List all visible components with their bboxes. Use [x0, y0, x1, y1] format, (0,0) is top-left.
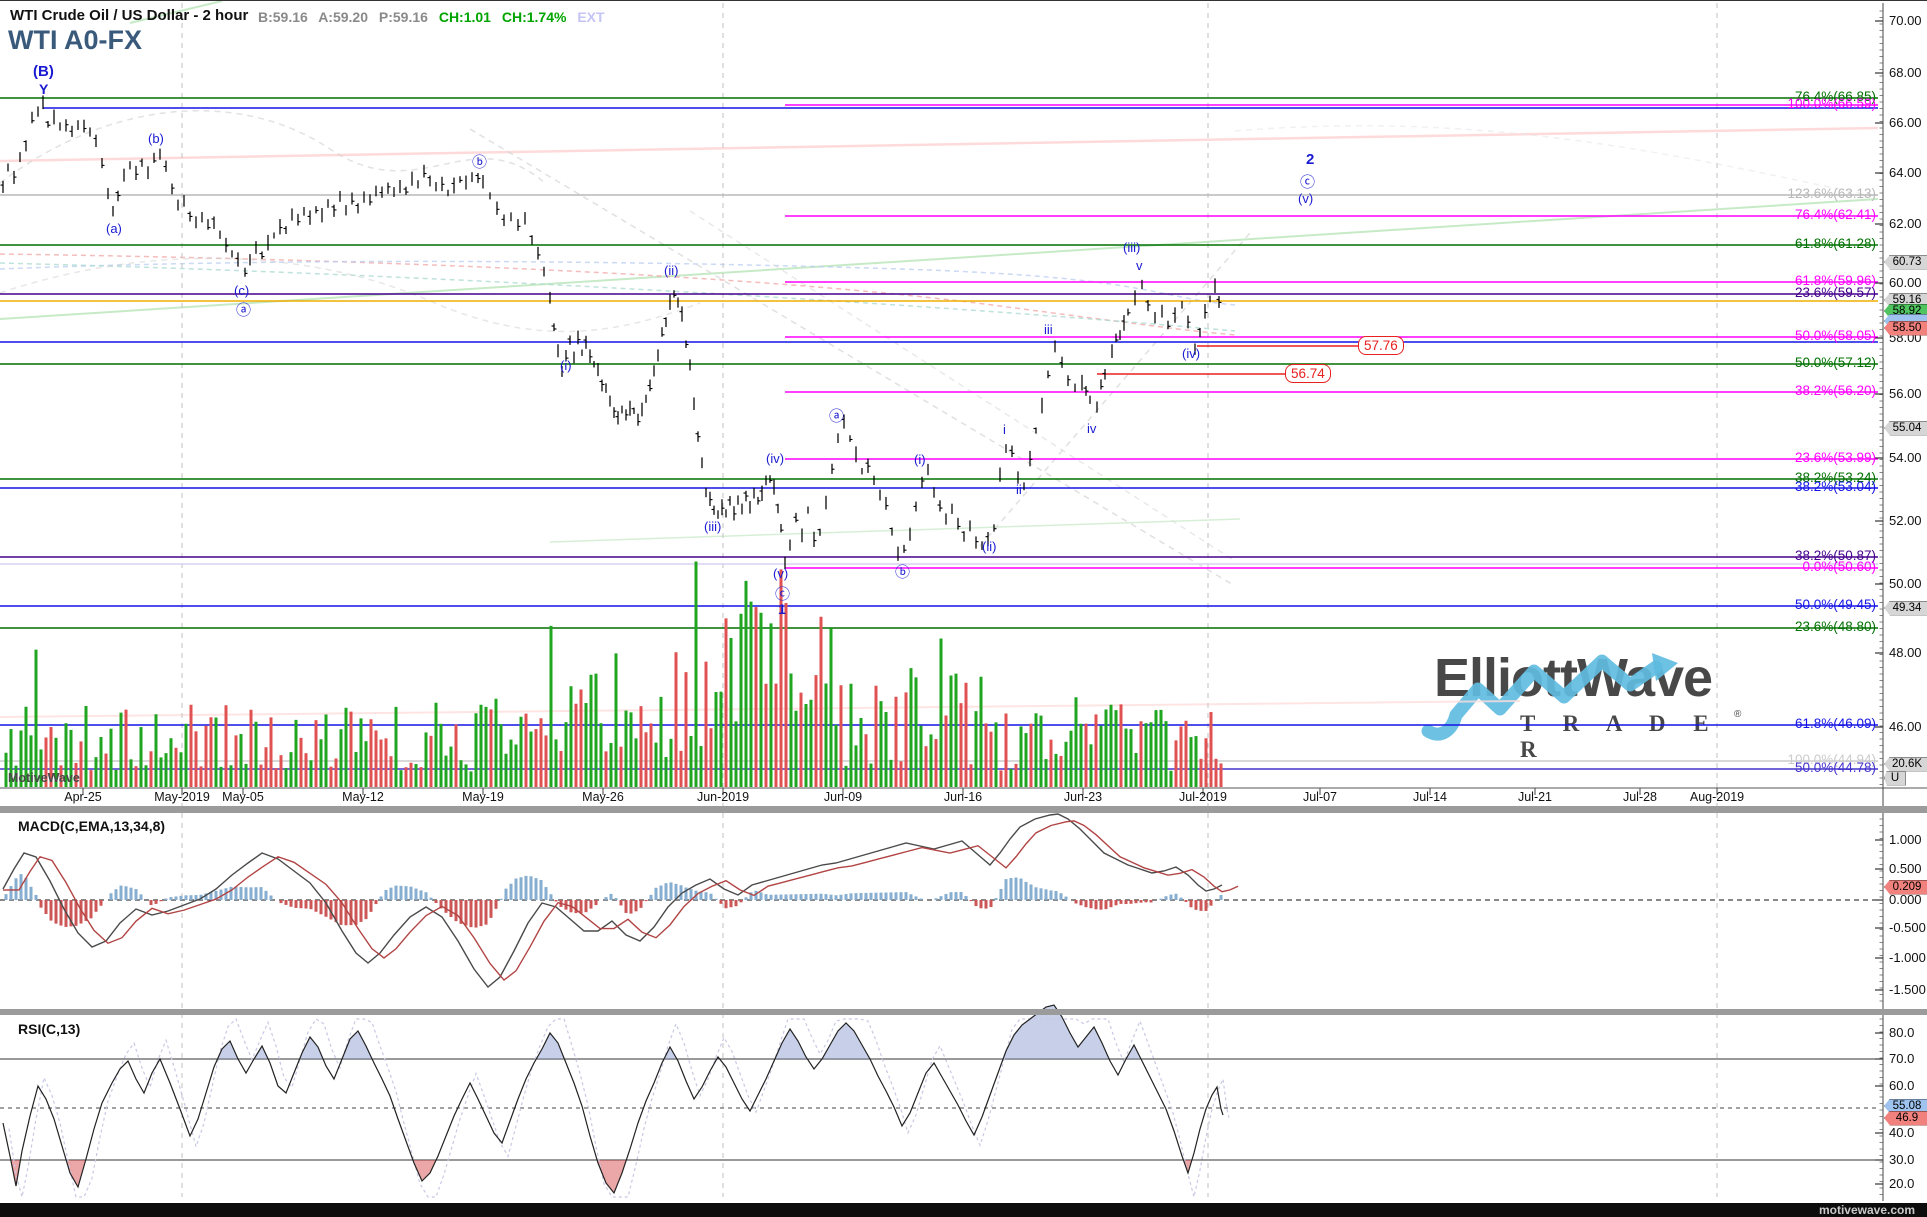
- ext-session-flag: EXT: [577, 9, 605, 25]
- rsi-panel-label: RSI(C,13): [18, 1021, 81, 1037]
- change-pct-value: CH:1.74%: [501, 9, 567, 25]
- last-value: P:59.16: [378, 9, 428, 25]
- footer-site-link[interactable]: motivewave.com: [1818, 1203, 1915, 1217]
- logo-subtitle: T R A D E R: [1520, 711, 1720, 762]
- registered-mark: ®: [1734, 709, 1742, 720]
- panel-separator[interactable]: [0, 1009, 1927, 1015]
- logo-wave-arrow-icon: [1421, 653, 1678, 741]
- ask-value: A:59.20: [318, 9, 368, 25]
- motivewave-watermark: MotiveWave: [8, 771, 80, 785]
- change-value: CH:1.01: [438, 9, 491, 25]
- instrument-title: WTI Crude Oil / US Dollar - 2 hour: [10, 7, 249, 24]
- panel-separator[interactable]: [0, 806, 1927, 813]
- bid-value: B:59.16: [258, 9, 308, 25]
- quote-strip: B:59.16 A:59.20 P:59.16 CH:1.01 CH:1.74%…: [258, 9, 605, 25]
- footer-bar: motivewave.com: [0, 1203, 1927, 1217]
- elliottwave-trader-logo: ElliottWave T R A D E R ®: [1412, 647, 1762, 762]
- macd-panel-label: MACD(C,EMA,13,34,8): [18, 818, 166, 834]
- symbol-title: WTI A0-FX: [8, 25, 142, 55]
